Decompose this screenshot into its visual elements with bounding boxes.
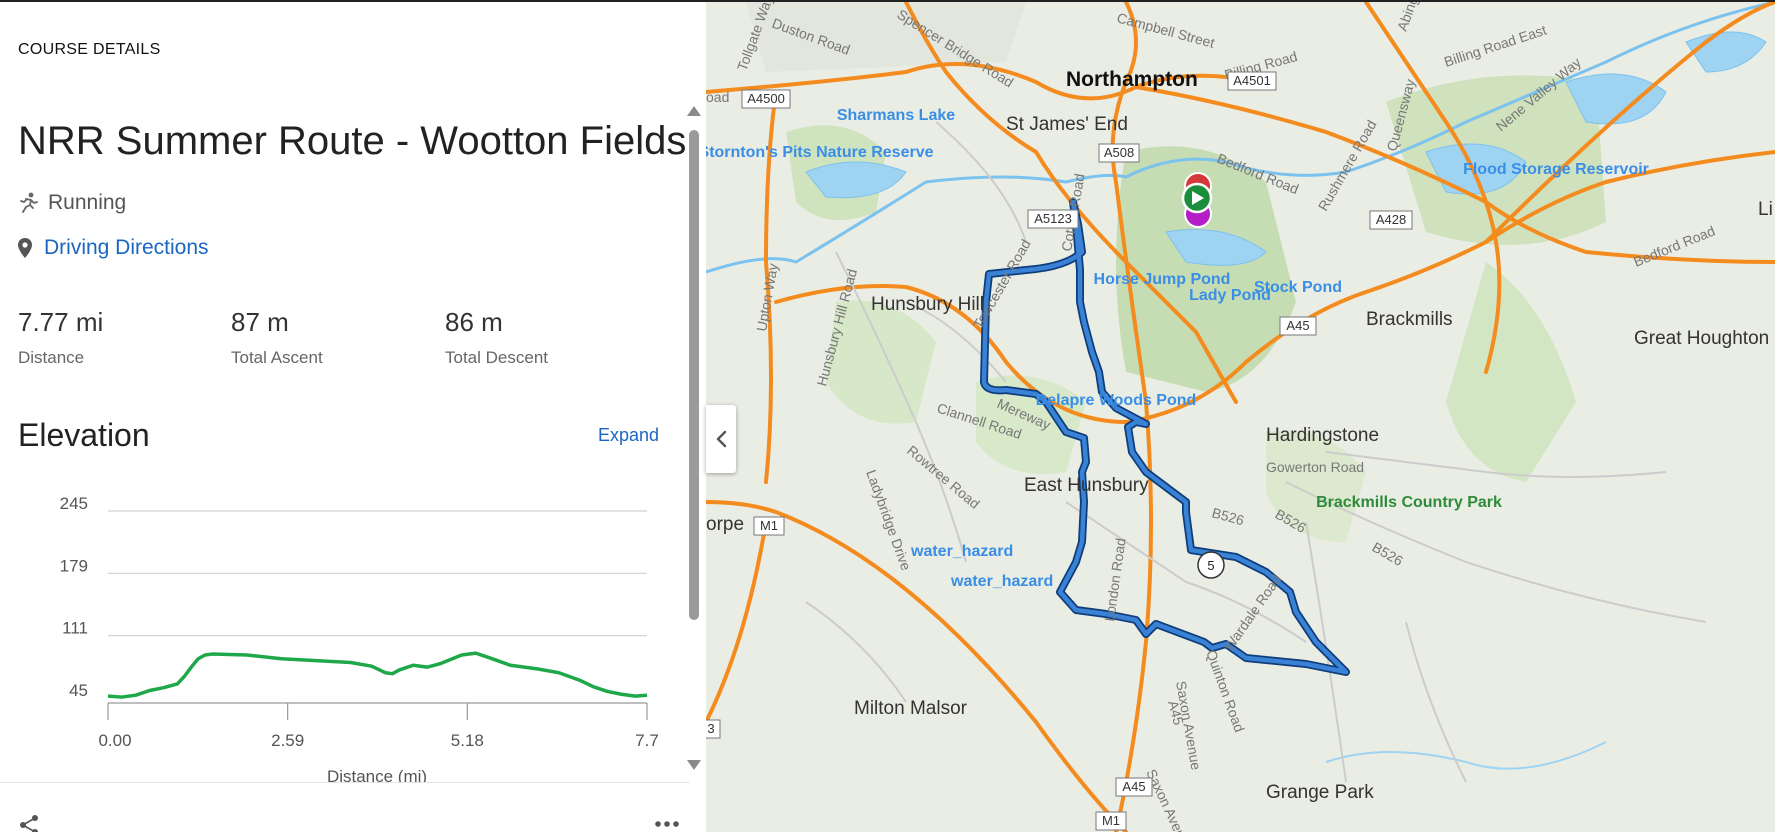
section-label: COURSE DETAILS [18, 41, 161, 58]
road-shield: M1 [753, 516, 785, 536]
place-label: Grange Park [1266, 782, 1374, 803]
water-label: Delapre Woods Pond [1036, 392, 1197, 409]
divider [0, 782, 690, 783]
map-place-labels: Northampton St James' End Hunsbury Hill … [706, 68, 1773, 803]
road-shield: M1 [1095, 811, 1127, 831]
chevron-left-icon [716, 430, 727, 448]
scrollbar-thumb[interactable] [689, 130, 699, 620]
stat-label: Distance [18, 348, 85, 367]
course-details-panel: COURSE DETAILS NRR Summer Route - Wootto… [0, 2, 706, 832]
road-label: A45 [1165, 699, 1187, 727]
top-border [0, 0, 1775, 2]
y-tick-label: 111 [62, 619, 88, 638]
mile-marker: 5 [1197, 551, 1225, 579]
place-label: East Hunsbury [1024, 475, 1149, 496]
svg-text:A428: A428 [1376, 212, 1406, 227]
stat-value: 86 m [445, 307, 503, 337]
svg-text:A4500: A4500 [747, 91, 785, 106]
stat-label: Total Ascent [231, 348, 323, 367]
mile-marker-label: 5 [1207, 558, 1214, 573]
map-canvas[interactable]: 5 Duston Road Spencer Bridge Road Billin… [706, 2, 1775, 832]
map-water [706, 2, 1775, 770]
course-title: NRR Summer Route - Wootton Fields [18, 119, 687, 163]
map-road-shields: A4500 A4501 A508 A5123 A428 A45 A45 M1 M… [706, 71, 1413, 831]
svg-text:A5123: A5123 [1034, 211, 1072, 226]
course-map[interactable]: 5 Duston Road Spencer Bridge Road Billin… [706, 2, 1775, 832]
more-options-icon[interactable] [654, 820, 680, 828]
stat-distance: 7.77 mi Distance [18, 307, 103, 368]
svg-text:A45: A45 [1122, 779, 1145, 794]
activity-label: Running [48, 191, 127, 214]
road-label: oad [706, 89, 729, 105]
road-shield: 3 [706, 719, 721, 739]
y-tick-label: 245 [60, 494, 88, 513]
map-terrain [706, 2, 1775, 832]
scroll-up-arrow[interactable] [686, 105, 702, 117]
road-shield: A428 [1369, 210, 1413, 230]
place-label: Brackmills [1366, 309, 1453, 330]
water-label: water_hazard [910, 543, 1013, 560]
elevation-line [107, 651, 648, 699]
svg-text:A45: A45 [1286, 318, 1309, 333]
road-shield: A45 [1279, 316, 1317, 336]
place-label: Great Houghton [1634, 328, 1769, 349]
stat-ascent: 87 m Total Ascent [231, 307, 323, 368]
place-label: orpe [706, 514, 744, 535]
y-tick-label: 45 [69, 681, 88, 700]
collapse-panel-button[interactable] [706, 405, 736, 473]
svg-text:A4501: A4501 [1233, 73, 1271, 88]
x-tick-label: 7.7 [635, 731, 659, 750]
svg-text:M1: M1 [1102, 813, 1120, 828]
driving-directions-link[interactable]: Driving Directions [18, 236, 209, 260]
start-marker[interactable] [1181, 182, 1213, 214]
water-label: Horse Jump Pond [1094, 271, 1231, 288]
share-icon[interactable] [18, 814, 40, 832]
scroll-down-arrow[interactable] [686, 759, 702, 771]
road-shield: A4501 [1227, 71, 1277, 91]
x-tick-label: 5.18 [451, 731, 484, 750]
water-label: Sharmans Lake [837, 107, 955, 124]
expand-chart-link[interactable]: Expand [598, 425, 660, 445]
elevation-heading: Elevation [18, 417, 150, 453]
stat-descent: 86 m Total Descent [445, 307, 548, 368]
map-roads-minor [805, 121, 1707, 783]
water-label: Stornton's Pits Nature Reserve [706, 144, 934, 161]
water-label: Lady Pond [1189, 287, 1271, 304]
place-label: Li [1758, 199, 1773, 220]
map-pin-icon [18, 238, 32, 258]
svg-text:A508: A508 [1104, 145, 1134, 160]
stat-value: 7.77 mi [18, 307, 104, 337]
place-label: Hardingstone [1266, 425, 1379, 446]
water-label: Flood Storage Reservoir [1463, 161, 1649, 178]
road-shield: A508 [1098, 143, 1140, 163]
road-shield: A5123 [1027, 209, 1079, 229]
map-roads-major [706, 2, 1775, 832]
water-label: water_hazard [950, 573, 1053, 590]
x-tick-label: 0.00 [98, 731, 131, 750]
map-water-labels: Sharmans Lake Stornton's Pits Nature Res… [706, 107, 1649, 590]
driving-directions-label[interactable]: Driving Directions [44, 236, 209, 259]
place-label: St James' End [1006, 114, 1128, 135]
running-icon [20, 192, 38, 213]
place-label: Northampton [1066, 68, 1198, 91]
activity-type: Running [18, 191, 126, 215]
road-shield: A4500 [741, 89, 791, 109]
place-label: Hunsbury Hill [871, 294, 984, 315]
svg-text:M1: M1 [760, 518, 778, 533]
stat-value: 87 m [231, 307, 289, 337]
water-label: Stock Pond [1254, 279, 1342, 296]
place-label: Milton Malsor [854, 698, 968, 719]
x-axis-label: Distance (mi) [327, 767, 427, 782]
park-label: Brackmills Country Park [1316, 494, 1502, 511]
svg-text:3: 3 [707, 721, 714, 736]
elevation-chart: 245 179 111 45 0.00 2.59 5.18 7.7 Distance (mi) [60, 494, 659, 782]
road-shield: A45 [1115, 777, 1153, 797]
road-label: Gowerton Road [1266, 459, 1364, 475]
x-tick-label: 2.59 [271, 731, 304, 750]
stat-label: Total Descent [445, 348, 548, 367]
y-tick-label: 179 [60, 556, 88, 575]
